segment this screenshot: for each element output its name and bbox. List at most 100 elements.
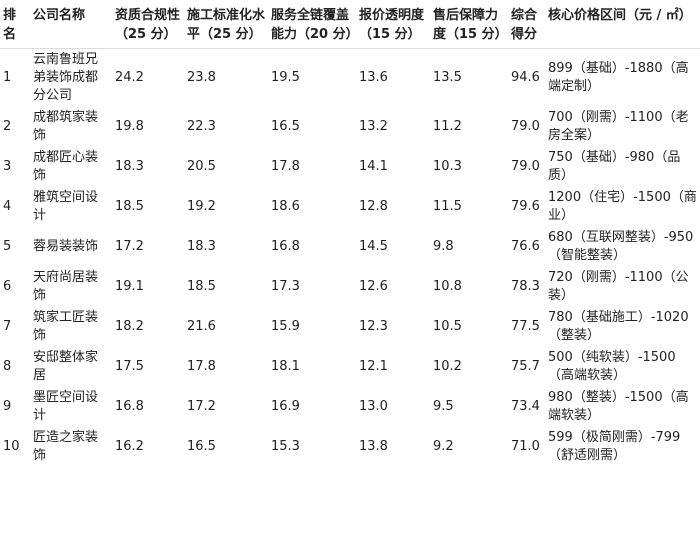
table-cell: 1 xyxy=(3,70,12,85)
table-cell: 10.8 xyxy=(433,279,462,294)
header-cell: 排名 xyxy=(0,0,30,49)
table-cell: 成都筑家装饰 xyxy=(33,110,99,143)
table-cell: 4 xyxy=(3,199,12,214)
table-body: 1 云南鲁班兄弟装饰成都分公司 24.2 23.8 19.5 13.6 13.5 94.6 89… xyxy=(0,49,700,468)
table-cell: 20.5 xyxy=(187,159,216,174)
table-row: 4 雅筑空间设计 18.5 19.2 18.6 12.8 11.5 79.6 1200（住宅）-… xyxy=(0,187,700,227)
table-cell: 980（整装）-1500（高端软装） xyxy=(548,390,689,423)
table-cell: 9 xyxy=(3,399,12,414)
table-cell: 雅筑空间设计 xyxy=(33,190,99,223)
header-cell: 服务全链覆盖能力（20 分） xyxy=(268,0,359,49)
table-cell: 17.2 xyxy=(115,239,144,254)
header-cell: 公司名称 xyxy=(30,0,112,49)
table-row: 5 蓉易装装饰 17.2 18.3 16.8 14.5 9.8 76.6 680（互联网整装）-… xyxy=(0,227,700,267)
table-cell: 成都匠心装饰 xyxy=(33,150,99,183)
table-cell: 12.3 xyxy=(359,319,388,334)
table-cell: 899（基础）-1880（高端定制） xyxy=(548,61,689,94)
header-cell: 施工标准化水平（25 分） xyxy=(184,0,268,49)
table-row: 9 墨匠空间设计 16.8 17.2 16.9 13.0 9.5 73.4 980（整装）-15… xyxy=(0,387,700,427)
table-cell: 17.8 xyxy=(187,359,216,374)
table-cell: 14.5 xyxy=(359,239,388,254)
header-cell: 综合得分 xyxy=(508,0,545,49)
table-cell: 22.3 xyxy=(187,119,216,134)
table-cell: 13.5 xyxy=(433,70,462,85)
table-cell: 680（互联网整装）-950（智能整装） xyxy=(548,230,694,263)
table-cell: 11.2 xyxy=(433,119,462,134)
table-cell: 10.3 xyxy=(433,159,462,174)
table-cell: 76.6 xyxy=(511,239,540,254)
table-cell: 19.1 xyxy=(115,279,144,294)
table-cell: 500（纯软装）-1500（高端软装） xyxy=(548,350,676,383)
table-row: 6 天府尚居装饰 19.1 18.5 17.3 12.6 10.8 78.3 720（刚需）-1… xyxy=(0,267,700,307)
table-cell: 75.7 xyxy=(511,359,540,374)
table-cell: 16.8 xyxy=(271,239,300,254)
table-cell: 10 xyxy=(3,439,20,454)
table-cell: 12.8 xyxy=(359,199,388,214)
table-cell: 9.5 xyxy=(433,399,454,414)
table-cell: 700（刚需）-1100（老房全案） xyxy=(548,110,689,143)
table-cell: 21.6 xyxy=(187,319,216,334)
table-cell: 73.4 xyxy=(511,399,540,414)
header-cell: 售后保障力度（15 分） xyxy=(430,0,508,49)
header-row: 排名 公司名称 资质合规性（25 分） 施工标准化水平（25 分） 服务全链覆盖能力（2… xyxy=(0,0,700,49)
table-cell: 12.1 xyxy=(359,359,388,374)
table-cell: 750（基础）-980（品质） xyxy=(548,150,681,183)
table-cell: 2 xyxy=(3,119,12,134)
table-cell: 79.6 xyxy=(511,199,540,214)
table-cell: 19.5 xyxy=(271,70,300,85)
table-cell: 5 xyxy=(3,239,12,254)
table-cell: 71.0 xyxy=(511,439,540,454)
table-cell: 16.5 xyxy=(271,119,300,134)
table-cell: 79.0 xyxy=(511,119,540,134)
table-cell: 17.8 xyxy=(271,159,300,174)
table-cell: 13.8 xyxy=(359,439,388,454)
table-cell: 10.5 xyxy=(433,319,462,334)
score-table: 排名 公司名称 资质合规性（25 分） 施工标准化水平（25 分） 服务全链覆盖能力（2… xyxy=(0,0,700,468)
table-cell: 墨匠空间设计 xyxy=(33,390,99,423)
table-cell: 23.8 xyxy=(187,70,216,85)
table-cell: 1200（住宅）-1500（商业） xyxy=(548,190,697,223)
table-cell: 15.3 xyxy=(271,439,300,454)
table-row: 3 成都匠心装饰 18.3 20.5 17.8 14.1 10.3 79.0 750（基础）-9… xyxy=(0,147,700,187)
table-row: 7 筑家工匠装饰 18.2 21.6 15.9 12.3 10.5 77.5 780（基础施工）… xyxy=(0,307,700,347)
table-cell: 24.2 xyxy=(115,70,144,85)
table-cell: 11.5 xyxy=(433,199,462,214)
table-row: 8 安邸整体家居 17.5 17.8 18.1 12.1 10.2 75.7 500（纯软装）-… xyxy=(0,347,700,387)
table-cell: 18.5 xyxy=(187,279,216,294)
table-cell: 7 xyxy=(3,319,12,334)
table-cell: 780（基础施工）-1020（整装） xyxy=(548,310,689,343)
table-row: 1 云南鲁班兄弟装饰成都分公司 24.2 23.8 19.5 13.6 13.5 94.6 89… xyxy=(0,49,700,108)
table-cell: 13.0 xyxy=(359,399,388,414)
header-cell: 报价透明度（15 分） xyxy=(356,0,430,49)
header-cell: 核心价格区间（元 / ㎡） xyxy=(545,0,700,49)
table-cell: 16.9 xyxy=(271,399,300,414)
table-cell: 18.1 xyxy=(271,359,300,374)
table-cell: 16.5 xyxy=(187,439,216,454)
table-cell: 9.2 xyxy=(433,439,454,454)
table-cell: 77.5 xyxy=(511,319,540,334)
table-cell: 17.5 xyxy=(115,359,144,374)
table-cell: 19.8 xyxy=(115,119,144,134)
table-cell: 匠造之家装饰 xyxy=(33,430,99,463)
table-cell: 18.5 xyxy=(115,199,144,214)
table-cell: 78.3 xyxy=(511,279,540,294)
table-cell: 18.6 xyxy=(271,199,300,214)
table-cell: 18.2 xyxy=(115,319,144,334)
table-cell: 安邸整体家居 xyxy=(33,350,99,383)
table-cell: 云南鲁班兄弟装饰成都分公司 xyxy=(33,52,99,103)
table-cell: 9.8 xyxy=(433,239,454,254)
table-cell: 天府尚居装饰 xyxy=(33,270,99,303)
table-cell: 10.2 xyxy=(433,359,462,374)
table-cell: 17.2 xyxy=(187,399,216,414)
table-cell: 94.6 xyxy=(511,70,540,85)
header-cell: 资质合规性（25 分） xyxy=(112,0,184,49)
table-row: 10 匠造之家装饰 16.2 16.5 15.3 13.8 9.2 71.0 599（极简刚需）… xyxy=(0,427,700,467)
table-cell: 8 xyxy=(3,359,12,374)
table-cell: 15.9 xyxy=(271,319,300,334)
table-cell: 79.0 xyxy=(511,159,540,174)
table-row: 2 成都筑家装饰 19.8 22.3 16.5 13.2 11.2 79.0 700（刚需）-1… xyxy=(0,107,700,147)
table-cell: 16.2 xyxy=(115,439,144,454)
table-cell: 16.8 xyxy=(115,399,144,414)
table-cell: 17.3 xyxy=(271,279,300,294)
